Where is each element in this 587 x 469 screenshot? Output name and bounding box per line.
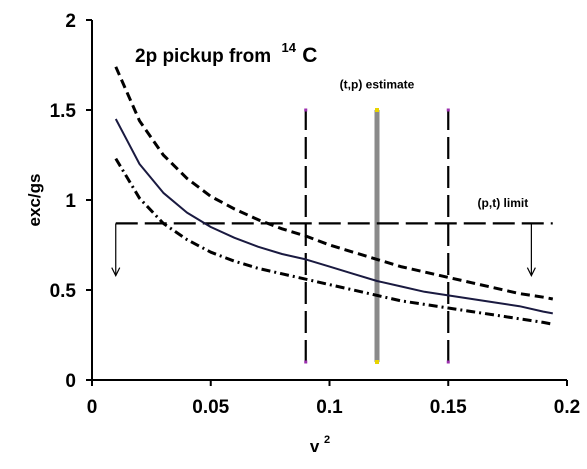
- range-line-marker: [446, 108, 450, 112]
- x-axis-label: v 2: [310, 434, 330, 456]
- y-tick-label: 0: [65, 371, 76, 392]
- annotation-label: (p,t) limit: [478, 196, 529, 210]
- series-solid-line: [114, 118, 553, 315]
- y-axis-label: exc/gs: [25, 174, 44, 227]
- series-dash-dot-line: [114, 157, 554, 326]
- range-line-marker: [304, 360, 308, 364]
- annotation-label: (t,p) estimate: [340, 77, 415, 91]
- range-line-marker: [304, 108, 308, 112]
- annotation-layer: (t,p) estimate (p,t) limit: [340, 77, 529, 210]
- x-tick-label: 0: [87, 397, 98, 418]
- title-text: 2p pickup from: [135, 46, 271, 67]
- y-tick-label: 1.5: [50, 101, 77, 122]
- title-nucleus-symbol: C: [302, 44, 317, 67]
- y-tick-label: 1: [65, 191, 76, 212]
- estimate-band-cap-bottom: [375, 360, 379, 364]
- x-axis-label-sup: 2: [324, 434, 330, 446]
- x-tick-label: 0.1: [316, 397, 343, 418]
- ticks-layer: 0 0.05 0.1 0.15 0.2 0 0.5 1 1.5 2: [50, 11, 581, 418]
- chart-title: 2p pickup from 14 C: [135, 36, 317, 67]
- limit-arrow-head: [111, 267, 121, 277]
- title-nucleus-mass: 14: [281, 40, 296, 55]
- x-axis-label-base: v: [310, 437, 320, 456]
- x-tick-label: 0.2: [554, 397, 580, 418]
- x-tick-label: 0.15: [430, 397, 467, 418]
- reference-lines-layer: [111, 108, 553, 364]
- estimate-band-cap-top: [375, 108, 379, 112]
- y-tick-label: 0.5: [50, 281, 77, 302]
- x-tick-label: 0.05: [192, 397, 229, 418]
- limit-arrow-head: [526, 267, 536, 277]
- range-line-marker: [446, 360, 450, 364]
- y-tick-label: 2: [65, 11, 76, 32]
- series-dashed-line: [114, 66, 554, 301]
- series-layer: [114, 66, 554, 326]
